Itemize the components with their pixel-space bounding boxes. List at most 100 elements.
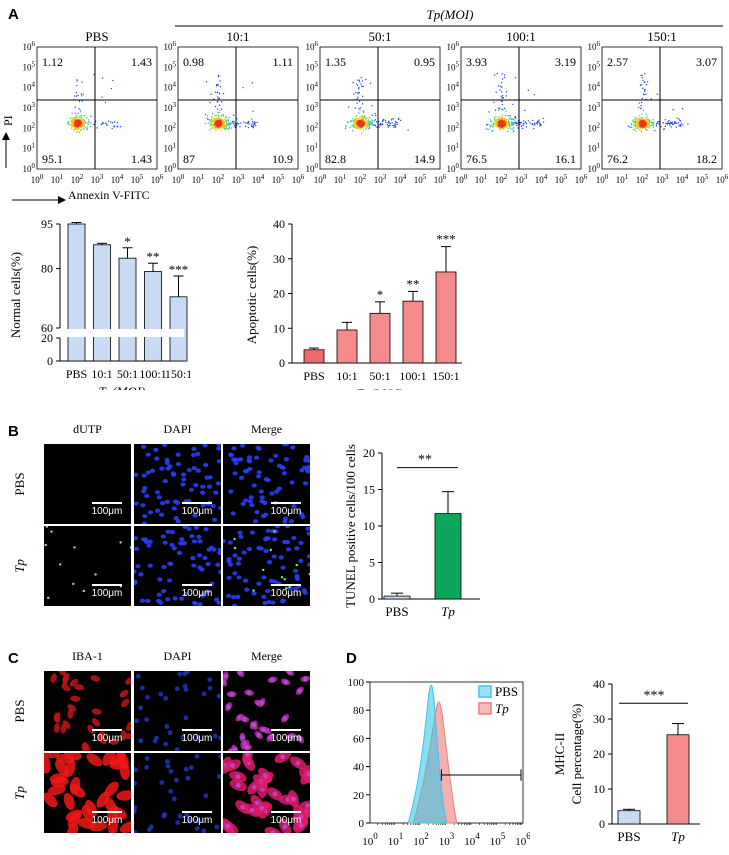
event-dot — [226, 123, 228, 126]
event-dot — [394, 125, 396, 127]
event-dot — [511, 121, 513, 123]
micrograph-image — [44, 671, 131, 751]
event-dot — [223, 126, 225, 128]
nucleus — [153, 447, 159, 453]
event-dot — [497, 118, 499, 120]
event-dot — [83, 124, 85, 126]
flow-plot-frame — [460, 46, 582, 170]
nucleus — [256, 446, 262, 451]
event-dot — [368, 116, 370, 118]
event-dot — [646, 115, 648, 117]
nucleus — [197, 602, 203, 606]
event-dot — [209, 124, 211, 126]
nucleus — [249, 502, 255, 508]
event-dot — [75, 116, 77, 118]
event-dot — [354, 121, 356, 123]
scale-bar-label: 100μm — [181, 733, 213, 744]
event-dot — [504, 123, 506, 125]
nucleus — [302, 676, 308, 682]
event-dot — [228, 124, 230, 126]
scale-bar: 100μm — [177, 729, 217, 744]
event-dot — [224, 127, 226, 130]
event-dot — [365, 121, 367, 123]
event-dot — [359, 125, 361, 128]
event-dot — [358, 79, 360, 81]
event-dot — [219, 126, 221, 128]
nucleus — [164, 460, 170, 466]
x-tick-label: 10:1 — [91, 367, 112, 381]
nucleus — [226, 593, 232, 598]
tunel-positive-dot — [50, 530, 53, 533]
event-dot — [86, 128, 88, 130]
y-tick-label: 20 — [353, 790, 365, 802]
event-dot — [636, 123, 638, 126]
event-dot — [400, 119, 402, 121]
event-dot — [110, 121, 112, 123]
event-dot — [228, 117, 230, 119]
event-dot — [80, 116, 82, 118]
nucleus — [189, 534, 195, 539]
event-dot — [215, 122, 217, 124]
scale-bar: 100μm — [87, 811, 127, 826]
nucleus — [157, 577, 163, 582]
scale-bar: 100μm — [177, 502, 217, 517]
x-tick-label: 150:1 — [432, 369, 459, 383]
event-dot — [368, 126, 370, 128]
event-dot — [499, 124, 501, 126]
y-tick-label: 101 — [447, 142, 460, 154]
event-dot — [508, 123, 510, 125]
event-dot — [363, 125, 366, 127]
event-dot — [650, 98, 652, 100]
event-dot — [211, 120, 213, 122]
event-dot — [645, 117, 647, 119]
event-dot — [519, 122, 521, 124]
x-tick-label: 102 — [636, 173, 649, 185]
x-tick-label: 105 — [555, 173, 568, 185]
event-dot — [106, 123, 108, 125]
nucleus — [134, 536, 138, 541]
event-dot — [538, 122, 540, 124]
event-dot — [510, 118, 513, 120]
event-dot — [489, 126, 491, 128]
event-dot — [641, 120, 643, 122]
x-tick-label: 101 — [192, 173, 205, 185]
event-dot — [652, 126, 654, 128]
event-dot — [656, 122, 659, 124]
event-dot — [216, 125, 218, 127]
event-dot — [221, 123, 223, 125]
event-dot — [645, 113, 647, 115]
x-tick-label: 101 — [51, 173, 64, 185]
event-dot — [73, 129, 75, 131]
event-dot — [365, 118, 367, 120]
event-dot — [642, 87, 644, 89]
y-tick-label: 0 — [279, 356, 285, 370]
event-dot — [79, 122, 81, 124]
nucleus — [242, 469, 248, 474]
event-dot — [669, 121, 672, 123]
event-dot — [499, 122, 501, 124]
event-dot — [218, 115, 220, 117]
event-dot — [642, 127, 645, 129]
event-dot — [664, 125, 666, 127]
x-tick-label: 103 — [439, 831, 455, 848]
event-dot — [638, 125, 640, 128]
nucleus — [141, 521, 147, 524]
nucleus — [190, 556, 196, 561]
event-dot — [76, 85, 78, 87]
event-dot — [217, 83, 219, 85]
event-dot — [501, 86, 503, 88]
event-dot — [672, 123, 674, 125]
event-dot — [642, 121, 644, 124]
event-dot — [505, 114, 507, 117]
event-dot — [638, 125, 640, 127]
nucleus — [192, 601, 198, 606]
event-dot — [212, 124, 214, 126]
y-tick-label: 104 — [23, 81, 36, 93]
event-dot — [236, 118, 238, 120]
nucleus — [202, 555, 208, 561]
nucleus — [254, 455, 260, 460]
event-dot — [502, 109, 504, 111]
event-dot — [370, 122, 372, 124]
event-dot — [358, 119, 360, 121]
